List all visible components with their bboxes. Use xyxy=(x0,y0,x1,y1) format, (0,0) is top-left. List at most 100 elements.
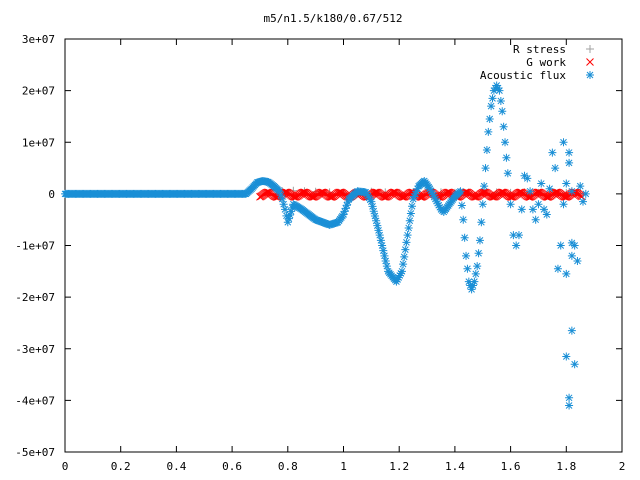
acoustic-flux-point xyxy=(286,211,295,220)
acoustic-flux-point xyxy=(379,246,388,255)
x-tick-label: 0.6 xyxy=(222,460,242,473)
y-tick-label: 1e+07 xyxy=(22,136,55,149)
legend-label: G work xyxy=(526,56,566,69)
acoustic-flux-point xyxy=(551,164,560,173)
series-g-work xyxy=(256,188,586,201)
acoustic-flux-point xyxy=(463,264,472,273)
acoustic-flux-point xyxy=(368,202,377,211)
x-tick-label: 0.4 xyxy=(166,460,186,473)
acoustic-flux-point xyxy=(509,231,518,240)
acoustic-flux-point xyxy=(470,277,479,286)
acoustic-flux-point xyxy=(460,233,469,242)
acoustic-flux-point xyxy=(373,221,382,230)
acoustic-flux-point xyxy=(392,277,401,286)
acoustic-flux-point xyxy=(567,187,576,196)
acoustic-flux-point xyxy=(565,393,574,402)
acoustic-flux-point xyxy=(494,84,503,93)
acoustic-flux-point xyxy=(471,269,480,278)
acoustic-flux-point xyxy=(278,195,287,204)
plot-border xyxy=(64,38,623,453)
acoustic-flux-point xyxy=(394,273,403,282)
acoustic-flux-point xyxy=(512,241,521,250)
acoustic-flux-point xyxy=(565,158,574,167)
acoustic-flux-point xyxy=(481,164,490,173)
legend-marker xyxy=(586,58,594,66)
acoustic-flux-point xyxy=(548,148,557,157)
acoustic-flux-point xyxy=(473,262,482,271)
acoustic-flux-point xyxy=(531,215,540,224)
acoustic-flux-point xyxy=(283,218,292,227)
legend-label: Acoustic flux xyxy=(480,69,566,82)
acoustic-flux-point xyxy=(475,236,484,245)
acoustic-flux-point xyxy=(426,186,435,195)
legend-marker xyxy=(586,71,594,79)
acoustic-flux-point xyxy=(534,200,543,209)
y-tick-label: -4e+07 xyxy=(15,394,55,407)
acoustic-flux-point xyxy=(467,285,476,294)
acoustic-flux-point xyxy=(364,192,373,201)
acoustic-flux-point xyxy=(378,241,387,250)
g-work-point xyxy=(262,188,271,197)
acoustic-flux-point xyxy=(553,264,562,273)
acoustic-flux-point xyxy=(434,201,443,210)
acoustic-flux-point xyxy=(341,204,350,213)
acoustic-flux-point xyxy=(570,241,579,250)
acoustic-flux-point xyxy=(506,200,515,209)
acoustic-flux-point xyxy=(428,188,437,197)
acoustic-flux-point xyxy=(540,205,549,214)
acoustic-flux-point xyxy=(562,269,571,278)
x-tick-label: 1 xyxy=(340,460,347,473)
acoustic-flux-point xyxy=(429,190,438,199)
acoustic-flux-point xyxy=(284,214,293,223)
acoustic-flux-point xyxy=(456,187,465,196)
acoustic-flux-point xyxy=(374,226,383,235)
acoustic-flux-point xyxy=(432,197,441,206)
acoustic-flux-point xyxy=(484,127,493,136)
acoustic-flux-point xyxy=(402,238,411,247)
x-tick-label: 0.2 xyxy=(111,460,131,473)
acoustic-flux-point xyxy=(478,200,487,209)
acoustic-flux-point xyxy=(499,122,508,131)
acoustic-flux-point xyxy=(492,81,501,90)
acoustic-flux-point xyxy=(403,231,412,240)
acoustic-flux-point xyxy=(340,207,349,216)
acoustic-flux-point xyxy=(367,197,376,206)
acoustic-flux-point xyxy=(339,210,348,219)
acoustic-flux-point xyxy=(501,138,510,147)
x-tick-label: 1.4 xyxy=(445,460,465,473)
acoustic-flux-point xyxy=(382,262,391,271)
acoustic-flux-point xyxy=(342,201,351,210)
acoustic-flux-point xyxy=(404,223,413,232)
acoustic-flux-point xyxy=(376,236,385,245)
acoustic-flux-point xyxy=(503,169,512,178)
acoustic-flux-point xyxy=(381,256,390,265)
acoustic-flux-point xyxy=(523,174,532,183)
acoustic-flux-point xyxy=(487,102,496,111)
acoustic-flux-point xyxy=(514,231,523,240)
acoustic-flux-point xyxy=(372,216,381,225)
acoustic-flux-point xyxy=(537,179,546,188)
y-tick-label: -1e+07 xyxy=(15,240,55,253)
acoustic-flux-point xyxy=(526,187,535,196)
acoustic-flux-point xyxy=(343,198,352,207)
acoustic-flux-point xyxy=(477,218,486,227)
acoustic-flux-point xyxy=(380,251,389,260)
acoustic-flux-point xyxy=(469,281,478,290)
acoustic-flux-point xyxy=(489,86,498,95)
acoustic-flux-point xyxy=(375,231,384,240)
acoustic-flux-point xyxy=(485,115,494,124)
acoustic-flux-point xyxy=(517,205,526,214)
g-work-point xyxy=(443,188,451,197)
acoustic-flux-point xyxy=(410,192,419,201)
y-tick-label: -2e+07 xyxy=(15,291,55,304)
acoustic-flux-point xyxy=(399,260,408,269)
acoustic-flux-point xyxy=(396,269,405,278)
acoustic-flux-point xyxy=(365,193,374,202)
acoustic-flux-point xyxy=(502,153,511,162)
acoustic-flux-point xyxy=(393,275,402,284)
acoustic-flux-point xyxy=(482,145,491,154)
acoustic-flux-point xyxy=(366,195,375,204)
acoustic-flux-point xyxy=(435,203,444,212)
y-axis: 3e+07 2e+07 1e+07 0 -1e+07 -2e+07 -3e+07 -4e+07… xyxy=(15,33,622,459)
g-work-point xyxy=(533,188,542,197)
